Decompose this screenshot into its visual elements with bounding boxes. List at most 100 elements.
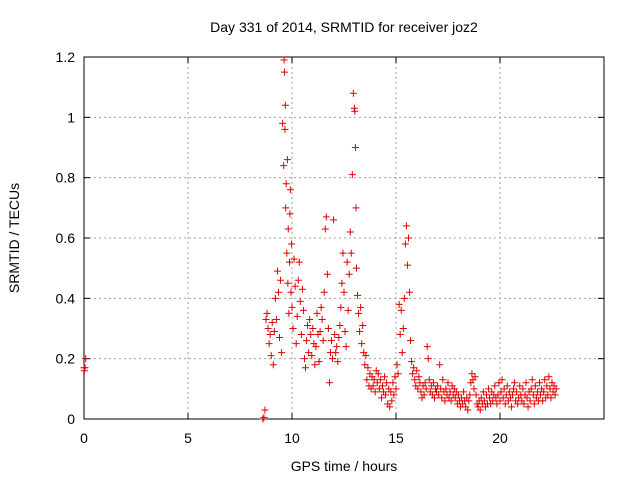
data-point — [470, 385, 478, 393]
data-point — [496, 397, 504, 405]
data-point — [392, 385, 400, 393]
data-point — [312, 343, 320, 351]
data-point — [259, 415, 267, 423]
data-point — [308, 352, 316, 360]
data-point — [356, 328, 364, 336]
data-point — [270, 328, 278, 336]
data-point — [325, 379, 333, 387]
data-point — [546, 385, 554, 393]
data-point — [355, 309, 363, 317]
data-point — [339, 249, 347, 257]
data-point — [271, 294, 279, 302]
data-point — [540, 388, 548, 396]
data-point — [545, 373, 553, 381]
data-point — [320, 288, 328, 296]
data-point — [313, 309, 321, 317]
data-point — [335, 334, 343, 342]
data-point — [82, 355, 90, 363]
data-point — [347, 249, 355, 257]
data-point — [364, 364, 372, 372]
data-point — [289, 325, 297, 332]
data-point — [303, 337, 311, 345]
data-point — [444, 379, 452, 387]
data-point — [319, 337, 327, 345]
data-point — [479, 388, 487, 396]
data-point — [377, 394, 385, 402]
data-point — [415, 373, 423, 381]
data-point — [281, 125, 289, 133]
data-point — [387, 388, 395, 396]
data-point — [472, 391, 480, 399]
data-point — [371, 388, 379, 396]
data-point — [338, 279, 346, 287]
data-point — [376, 376, 384, 384]
data-point — [284, 279, 292, 287]
data-point — [267, 352, 275, 360]
data-point — [468, 370, 476, 378]
data-point — [520, 400, 528, 408]
data-point — [332, 349, 340, 357]
data-point — [404, 234, 412, 242]
data-point — [273, 267, 281, 275]
data-point — [395, 300, 403, 308]
data-point — [533, 388, 541, 396]
data-point — [262, 315, 270, 323]
data-point — [507, 403, 515, 411]
data-point — [276, 334, 284, 342]
data-point — [373, 379, 381, 387]
data-point — [430, 394, 438, 402]
data-point — [282, 204, 290, 212]
grid-lines — [84, 57, 604, 419]
data-point — [321, 225, 329, 233]
data-point — [491, 382, 499, 390]
data-point — [423, 343, 431, 351]
data-point — [298, 285, 306, 293]
x-tick-label: 15 — [388, 430, 404, 446]
data-point — [383, 379, 391, 387]
y-tick-label: 0 — [67, 411, 75, 427]
data-point — [358, 340, 366, 348]
data-point — [370, 376, 378, 384]
data-point — [292, 340, 300, 348]
data-point — [508, 391, 516, 399]
data-point — [400, 294, 408, 302]
data-point — [403, 261, 411, 269]
data-point — [287, 288, 295, 296]
data-point — [283, 249, 291, 257]
data-point — [369, 382, 377, 390]
data-point — [429, 379, 437, 387]
data-point — [305, 349, 313, 357]
data-point — [417, 388, 425, 396]
data-point — [498, 376, 506, 384]
data-point — [451, 394, 459, 402]
data-point — [278, 349, 286, 357]
data-point — [304, 321, 312, 329]
data-point — [283, 156, 291, 164]
data-point — [526, 397, 534, 405]
data-point — [297, 331, 305, 339]
data-point — [388, 397, 396, 405]
data-point — [489, 397, 497, 405]
data-point — [482, 391, 490, 399]
axes — [83, 56, 605, 420]
data-point — [323, 270, 331, 278]
data-point — [374, 370, 382, 378]
data-point — [511, 379, 519, 387]
data-point — [343, 258, 351, 266]
data-point — [422, 385, 430, 393]
data-point — [551, 391, 559, 399]
data-point — [543, 382, 551, 390]
data-point — [315, 358, 323, 366]
data-point — [420, 391, 428, 399]
data-point — [316, 328, 324, 336]
data-point — [390, 391, 398, 399]
data-point — [409, 370, 417, 378]
data-point — [280, 162, 288, 170]
data-point — [330, 216, 338, 224]
data-point — [485, 385, 493, 393]
data-point — [401, 240, 409, 248]
data-point — [505, 388, 513, 396]
data-point — [274, 288, 282, 296]
data-point — [341, 328, 349, 336]
